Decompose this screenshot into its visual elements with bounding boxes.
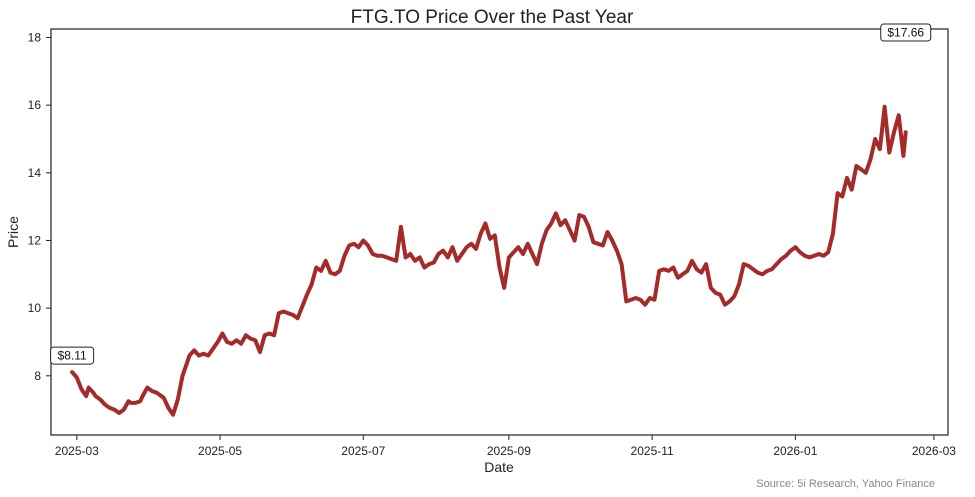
x-tick-label: 2025-09 (487, 444, 531, 458)
x-tick-label: 2026-01 (773, 444, 817, 458)
y-tick-label: 14 (28, 166, 42, 180)
x-tick-label: 2025-07 (341, 444, 385, 458)
y-tick-label: 10 (28, 301, 42, 315)
price-annotations: $8.11 $17.66 (50, 23, 932, 365)
end-price-annotation: $17.66 (880, 23, 932, 42)
plot-frame (50, 28, 949, 436)
annotation-box (50, 346, 95, 365)
x-tick-label: 2025-11 (631, 444, 674, 458)
price-series-line (70, 104, 908, 417)
y-tick-label: 16 (28, 98, 42, 112)
annotation-label: $8.11 (58, 349, 87, 363)
y-tick-label: 12 (28, 233, 42, 247)
source-caption: Source: 5i Research, Yahoo Finance (756, 478, 935, 490)
y-axis-label: Price (5, 216, 21, 248)
chart-title: FTG.TO Price Over the Past Year (351, 7, 634, 28)
annotation-label: $17.66 (887, 25, 924, 39)
y-tick-label: 8 (34, 369, 41, 383)
annotation-box (880, 23, 932, 42)
y-tick-label: 18 (28, 30, 42, 44)
x-tick-label: 2025-05 (198, 444, 242, 458)
x-axis-ticks: 2025-03 2025-05 2025-07 2025-09 2025-11 2026-… (55, 435, 956, 458)
start-price-annotation: $8.11 (50, 346, 95, 365)
y-axis-ticks: 8 10 12 14 16 18 (28, 30, 51, 383)
x-axis-label: Date (484, 459, 514, 475)
x-tick-label: 2026-03 (912, 444, 956, 458)
x-tick-label: 2025-03 (55, 444, 99, 458)
